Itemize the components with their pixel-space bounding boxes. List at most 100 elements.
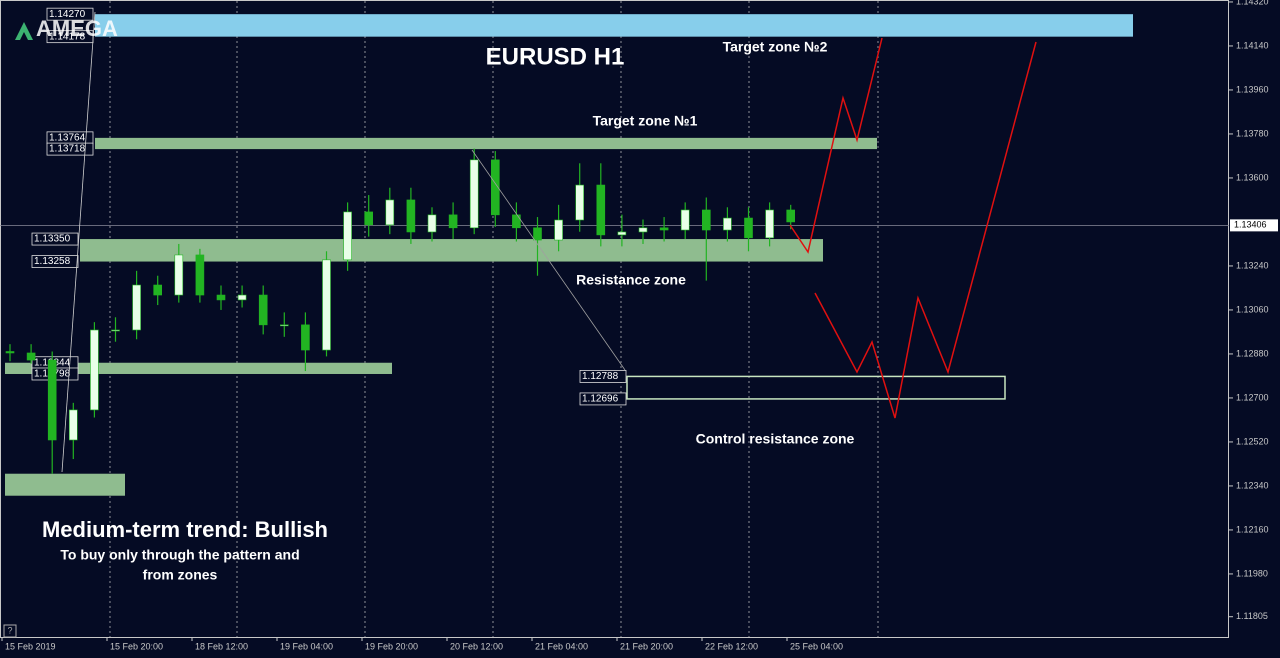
price-label: 1.14270 xyxy=(49,9,86,20)
y-tick-label: 1.12700 xyxy=(1236,392,1269,402)
zone xyxy=(95,14,1133,37)
logo-icon xyxy=(15,22,33,40)
zone xyxy=(5,362,392,374)
annotation: Target zone №1 xyxy=(593,113,698,129)
candle-body xyxy=(385,199,395,226)
candle-body xyxy=(427,214,437,233)
candle-body xyxy=(343,211,352,261)
candle-body xyxy=(111,329,120,332)
y-tick-label: 1.12340 xyxy=(1236,480,1269,490)
candle-body xyxy=(512,214,521,229)
x-tick-label: 19 Feb 04:00 xyxy=(280,641,333,651)
y-tick-label: 1.11980 xyxy=(1236,568,1268,578)
x-tick-label: 15 Feb 2019 xyxy=(5,641,56,651)
annotation: To buy only through the pattern and xyxy=(60,547,299,563)
projection-path xyxy=(789,37,883,254)
x-tick-label: 19 Feb 20:00 xyxy=(365,641,418,651)
candle-body xyxy=(469,159,479,229)
annotation: from zones xyxy=(143,567,218,583)
y-tick-label: 1.13060 xyxy=(1236,304,1269,314)
plot-frame xyxy=(0,0,1229,638)
annotation: Resistance zone xyxy=(576,272,686,288)
x-tick-label: 21 Feb 04:00 xyxy=(535,641,588,651)
current-price-box xyxy=(1230,219,1278,232)
price-label-box xyxy=(31,255,79,268)
candle-body xyxy=(301,324,310,351)
x-tick-label: 22 Feb 12:00 xyxy=(705,641,758,651)
candle-body xyxy=(533,227,542,241)
candle-body xyxy=(596,184,606,236)
y-tick-label: 1.11805 xyxy=(1236,611,1268,621)
x-tick-label: 18 Feb 12:00 xyxy=(195,641,248,651)
candle-body xyxy=(744,217,753,239)
help-icon: ? xyxy=(7,625,12,635)
candle-body xyxy=(723,217,732,231)
candle-body xyxy=(659,227,669,231)
candle-body xyxy=(364,211,374,226)
candle-body xyxy=(132,284,141,331)
candle-body xyxy=(153,284,162,296)
price-label: 1.14178 xyxy=(49,31,86,42)
annotation: Medium-term trend: Bullish xyxy=(42,517,328,542)
logo: AMEGA xyxy=(15,16,118,41)
candle-body xyxy=(765,209,774,239)
projection-path xyxy=(814,41,1037,419)
y-tick-label: 1.13960 xyxy=(1236,84,1269,94)
candle-body xyxy=(237,294,247,301)
trend-line xyxy=(471,149,626,371)
annotation: Target zone №2 xyxy=(723,39,828,55)
zone xyxy=(80,239,823,262)
candle-body xyxy=(216,294,226,301)
annotation: Control resistance zone xyxy=(696,431,855,447)
price-label: 1.12788 xyxy=(582,371,619,382)
price-label-box xyxy=(31,232,79,246)
candle-body xyxy=(701,209,711,231)
candle-body xyxy=(575,184,585,221)
trend-line xyxy=(61,11,96,473)
candle-body xyxy=(680,209,690,231)
zone xyxy=(5,473,125,496)
zone xyxy=(626,375,1006,400)
price-label-box xyxy=(579,392,627,406)
price-label-box xyxy=(46,7,94,21)
candle-body xyxy=(786,209,796,223)
candle-body xyxy=(90,329,99,411)
help-box xyxy=(3,624,17,638)
x-tick-label: 20 Feb 12:00 xyxy=(450,641,503,651)
x-tick-label: 21 Feb 20:00 xyxy=(620,641,673,651)
candle-body xyxy=(258,294,268,326)
y-tick-label: 1.13240 xyxy=(1236,260,1269,270)
candle-body xyxy=(5,351,15,354)
candle-body xyxy=(26,352,36,361)
candle-body xyxy=(322,259,331,351)
y-tick-label: 1.13600 xyxy=(1236,172,1269,182)
y-tick-label: 1.13780 xyxy=(1236,128,1269,138)
candle-body xyxy=(554,219,563,241)
x-tick-label: 25 Feb 04:00 xyxy=(790,641,843,651)
candle-body xyxy=(617,231,627,236)
y-tick-label: 1.12880 xyxy=(1236,348,1269,358)
candle-body xyxy=(406,199,416,233)
y-tick-label: 1.14140 xyxy=(1236,40,1269,50)
zone xyxy=(95,137,877,150)
candle-body xyxy=(69,409,78,441)
price-label: 1.13258 xyxy=(34,256,71,267)
candle-body xyxy=(195,254,205,296)
y-tick-label: 1.12520 xyxy=(1236,436,1269,446)
candle-body xyxy=(448,214,458,229)
y-tick-label: 1.14320 xyxy=(1236,0,1269,6)
price-label-box xyxy=(579,370,627,383)
current-price-label: 1.13406 xyxy=(1234,220,1267,230)
candle-body xyxy=(490,159,500,216)
price-label: 1.13764 xyxy=(49,133,86,144)
price-label: 1.12696 xyxy=(582,394,619,405)
price-label: 1.13350 xyxy=(34,234,71,245)
candle-body xyxy=(638,227,648,233)
chart-title: EURUSD H1 xyxy=(486,43,625,70)
candle-body xyxy=(174,254,184,296)
candle-body xyxy=(47,359,57,441)
